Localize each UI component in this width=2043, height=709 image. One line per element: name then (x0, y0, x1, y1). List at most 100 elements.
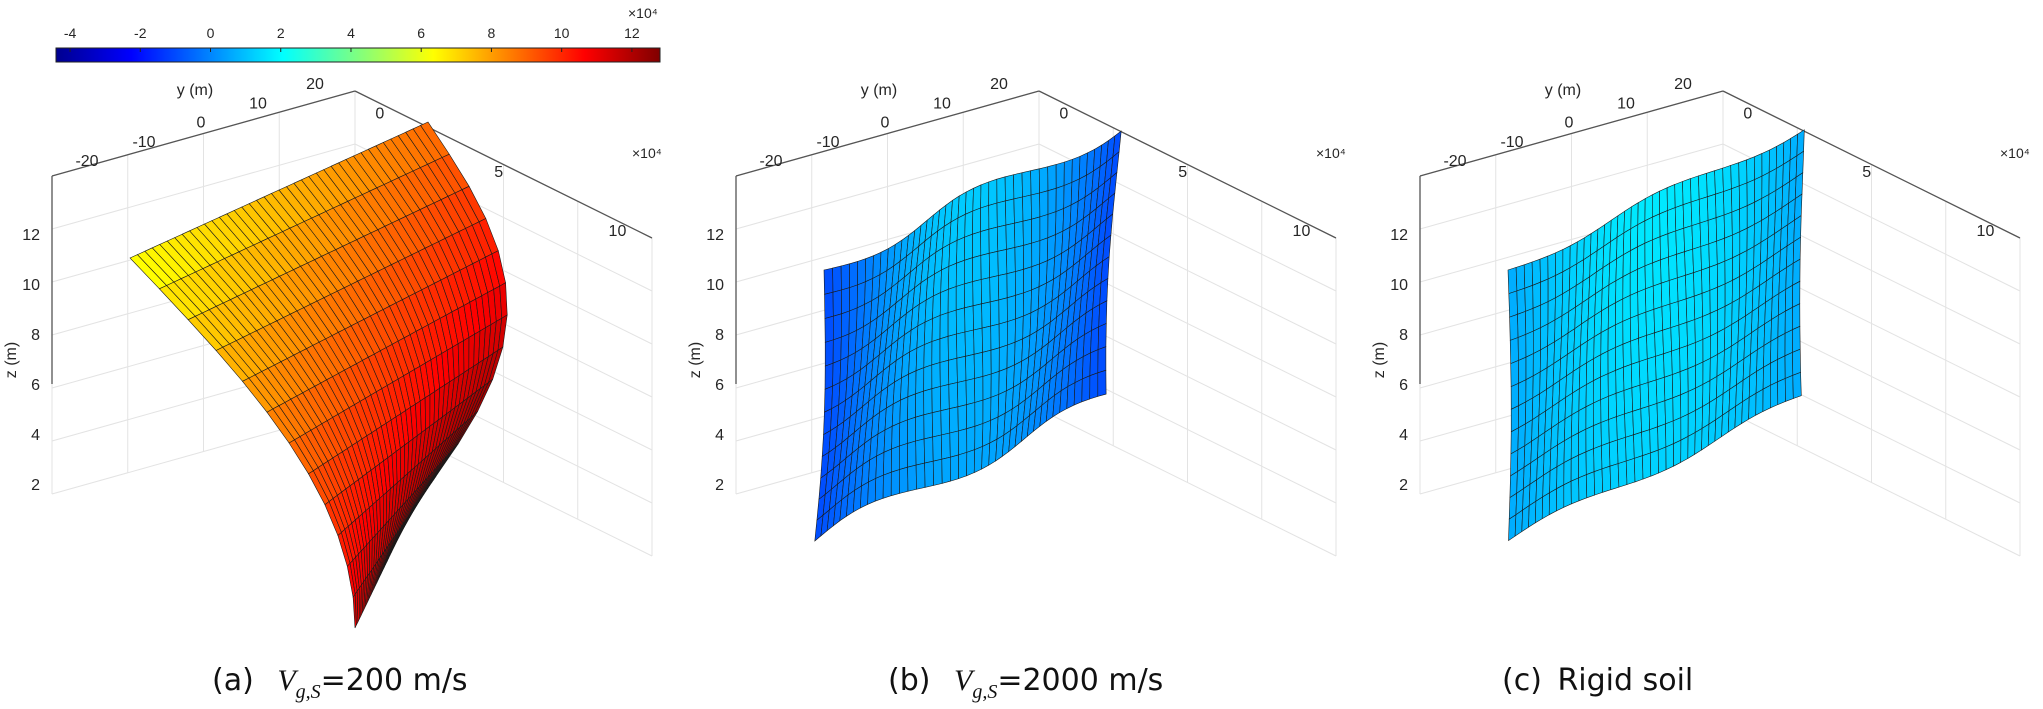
surface-patch (1769, 358, 1779, 386)
surface-patch (1667, 230, 1677, 258)
surface-patch (923, 388, 933, 416)
colorbar-tick-label: 8 (488, 25, 496, 41)
surface-patch (1578, 428, 1587, 456)
surface-patch (1637, 288, 1647, 316)
surface-patch (1637, 242, 1646, 270)
surface-patch (932, 292, 942, 320)
colorbar-tick-label: 10 (554, 25, 570, 41)
surface-patch (1593, 445, 1603, 473)
surface-patch (1662, 327, 1672, 355)
surface-patch (859, 481, 869, 509)
surface-patch (875, 451, 885, 479)
surface-patch (1731, 185, 1740, 213)
surface-patch (947, 262, 957, 290)
surface-patch (1570, 477, 1580, 505)
surface-patch (1600, 350, 1609, 378)
surface-patch (1784, 284, 1794, 312)
surface-patch (1761, 171, 1770, 199)
surface-patch (1724, 257, 1733, 285)
colorbar-tick-label: 4 (347, 25, 355, 41)
surface-patch (957, 380, 967, 408)
surface-patch (1571, 410, 1580, 438)
y-tick-label: 0 (881, 115, 890, 132)
surface-patch (981, 325, 992, 353)
surface-patch (824, 339, 834, 367)
surface-patch (1731, 275, 1740, 304)
surface-patch (1629, 268, 1639, 296)
surface-patch (864, 255, 874, 283)
surface-patch (1665, 443, 1674, 471)
surface-patch (900, 373, 909, 401)
surface-patch (419, 397, 426, 434)
surface-patch (1539, 255, 1549, 283)
surface-patch (1518, 356, 1527, 384)
surface-patch (939, 312, 949, 340)
surface-patch (1071, 155, 1081, 183)
surface-patch (1717, 283, 1726, 311)
surface-patch (1652, 190, 1661, 218)
surface-patch (1651, 213, 1661, 241)
x-axis-line (1038, 90, 1337, 239)
surface-patch (1663, 374, 1674, 402)
surface-patch (1615, 254, 1624, 282)
surface-patch (824, 315, 834, 343)
surface-patch (882, 471, 892, 499)
x-tick-label: 10 (1293, 223, 1311, 240)
surface-patch (996, 200, 1007, 228)
surface-patch (823, 267, 834, 295)
x-tick-label: 10 (609, 223, 627, 240)
surface-patch (990, 347, 1000, 375)
surface-patch (1038, 166, 1049, 194)
surface-patch (1690, 198, 1701, 227)
surface-patch (1746, 156, 1755, 184)
surface-patch (924, 295, 934, 323)
surface-patch (1556, 462, 1565, 490)
surface-patch (974, 399, 984, 427)
surface-patch (1516, 287, 1526, 315)
surface-patch (941, 243, 951, 271)
surface-patch (1014, 268, 1024, 296)
z-tick-label: 2 (715, 477, 724, 494)
surface-patch (940, 408, 951, 436)
surface-patch (1510, 360, 1519, 388)
surface-patch (1563, 480, 1572, 508)
surface-patch (949, 430, 959, 458)
surface-patch (1555, 271, 1564, 299)
surface-patch (1709, 309, 1718, 337)
surface-patch (998, 321, 1008, 349)
surface-patch (1660, 280, 1671, 308)
surface-patch (908, 347, 918, 375)
z-axis-label: z (m) (1371, 342, 1388, 378)
surface-patch (1739, 250, 1748, 278)
z-tick-label: 6 (31, 377, 40, 394)
z-tick-label: 8 (1399, 327, 1408, 344)
surface-patch (1655, 376, 1666, 404)
surface-patch (956, 355, 967, 383)
surface-patch (1668, 277, 1679, 305)
surface-patch (1746, 179, 1755, 207)
y-tick-label: 10 (933, 95, 951, 112)
surface-patch (832, 336, 842, 364)
z-tick-label: 8 (715, 327, 724, 344)
surface-patch (916, 321, 926, 349)
surface-patch (1784, 374, 1794, 402)
surface-patch (924, 460, 935, 488)
surface-patch (1675, 227, 1685, 255)
surface-patch (1047, 187, 1057, 215)
surface-patch (1081, 352, 1091, 380)
surface-patch (972, 184, 982, 212)
surface-patch (1762, 384, 1771, 412)
surface-patch (982, 396, 992, 424)
surface-patch (907, 440, 917, 468)
axes-lines (51, 90, 653, 384)
surface-patch (947, 309, 957, 337)
surface-patch (1608, 416, 1618, 444)
surface-patch (1637, 198, 1646, 226)
surface-patch (1004, 174, 1015, 202)
surface-patch (1030, 192, 1041, 220)
surface-patch (923, 364, 933, 392)
surface-patch (1074, 356, 1084, 384)
surface-patch (957, 191, 967, 219)
surface-patch (1525, 330, 1534, 358)
surface-patch (980, 277, 991, 305)
